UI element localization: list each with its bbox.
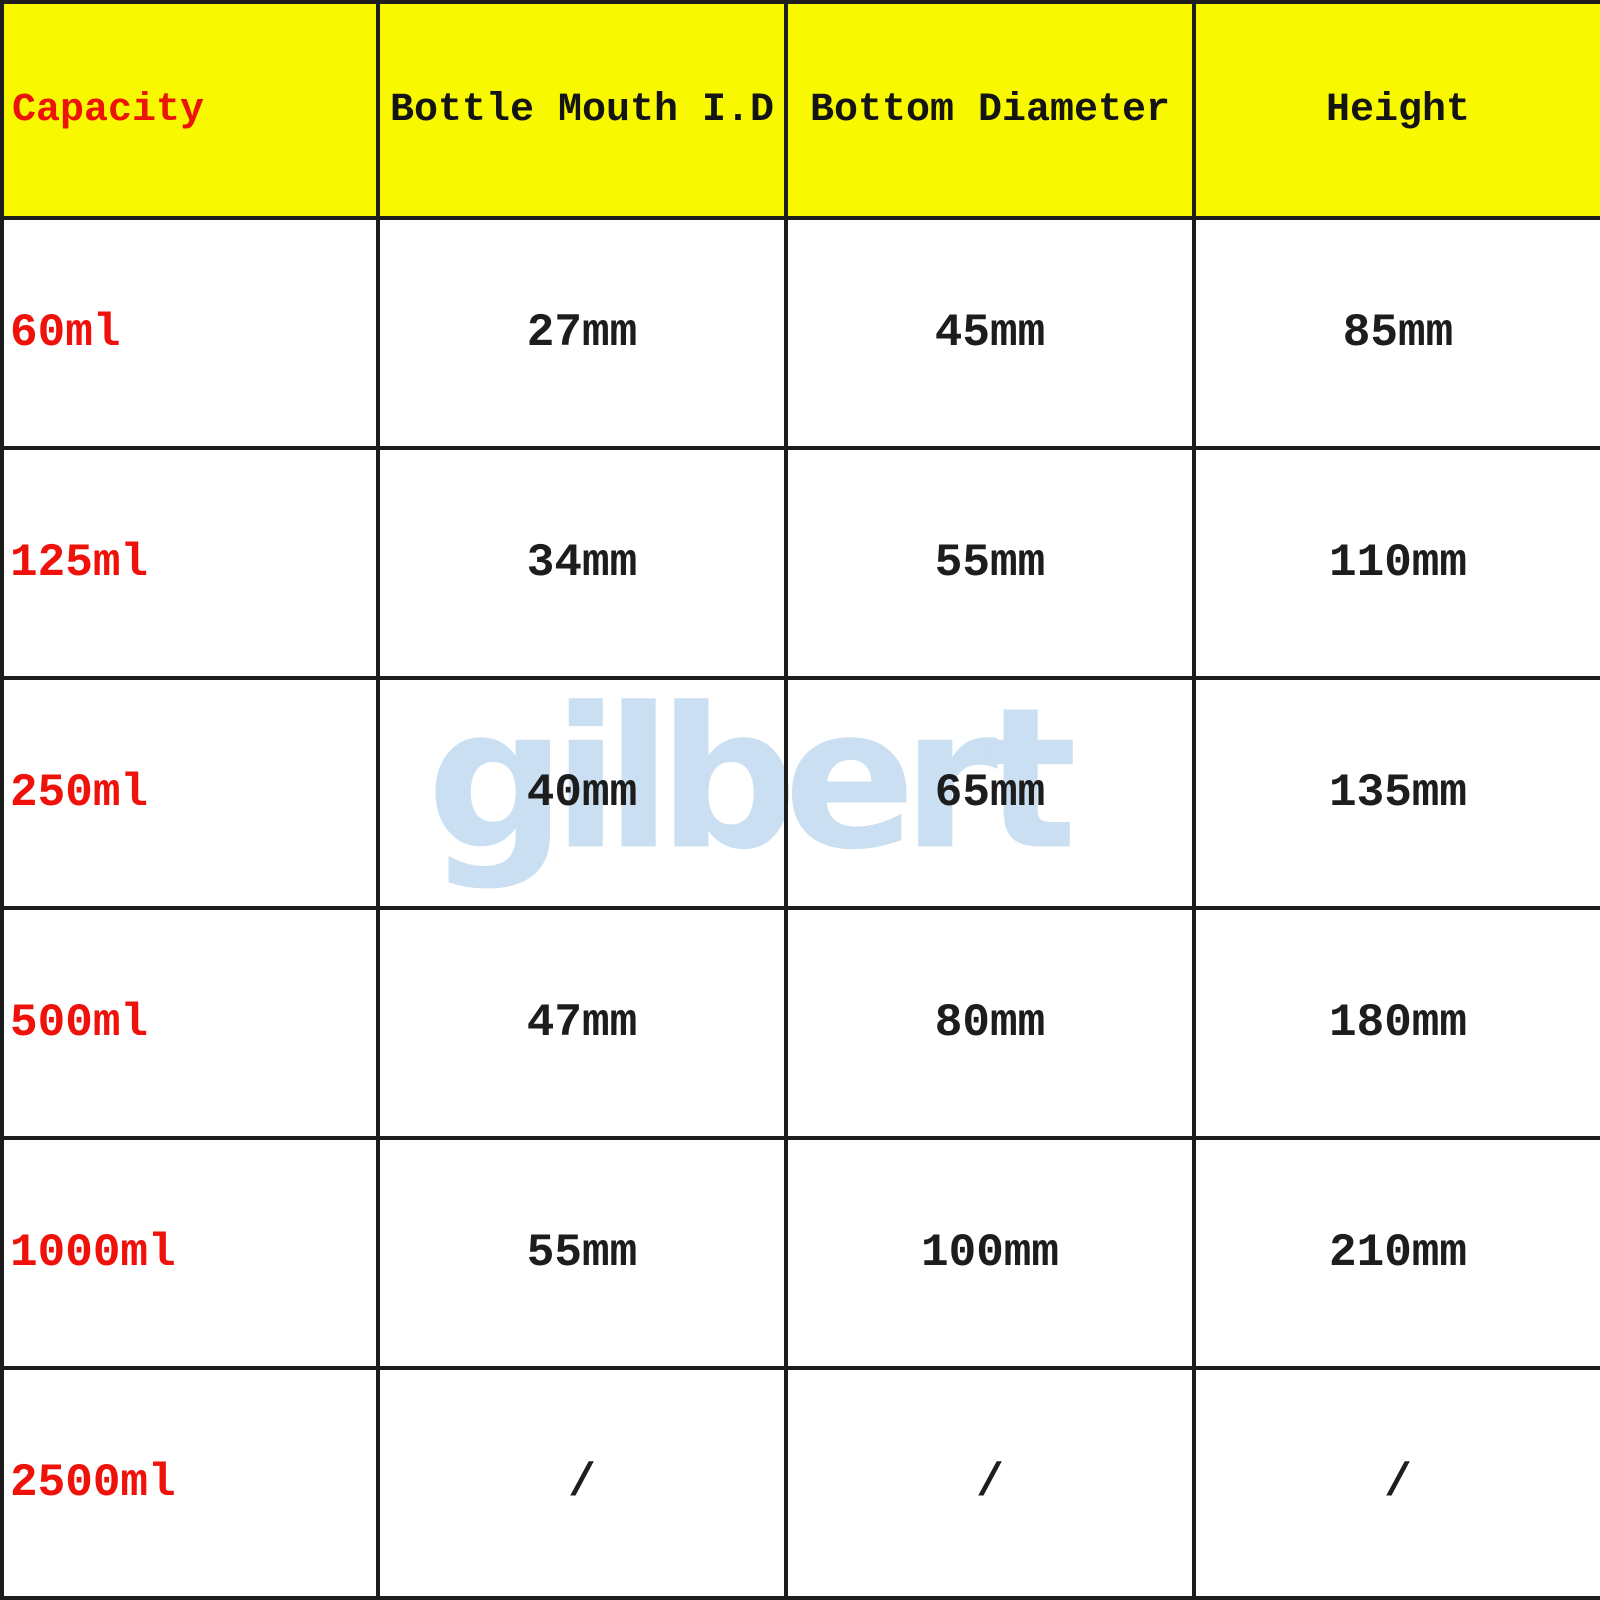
header-row: Capacity Bottle Mouth I.D Bottom Diamete… xyxy=(0,0,1600,220)
table-row: 125ml 34mm 55mm 110mm xyxy=(0,446,1600,680)
table-row: 250ml 40mm 65mm 135mm xyxy=(0,676,1600,910)
bottom-diameter-cell: 100mm xyxy=(784,1136,1196,1370)
table-row: 2500ml / / / xyxy=(0,1366,1600,1600)
bottom-diameter-cell: 65mm xyxy=(784,676,1196,910)
bottle-mouth-id-cell: 47mm xyxy=(376,906,788,1140)
height-cell: 135mm xyxy=(1192,676,1600,910)
height-cell: 180mm xyxy=(1192,906,1600,1140)
bottom-diameter-cell: / xyxy=(784,1366,1196,1600)
bottle-mouth-id-cell: / xyxy=(376,1366,788,1600)
height-cell: / xyxy=(1192,1366,1600,1600)
capacity-cell: 250ml xyxy=(0,676,380,910)
header-cell-capacity: Capacity xyxy=(0,0,380,220)
bottle-mouth-id-cell: 40mm xyxy=(376,676,788,910)
header-cell-bottle-mouth-id: Bottle Mouth I.D xyxy=(376,0,788,220)
table-row: 500ml 47mm 80mm 180mm xyxy=(0,906,1600,1140)
bottle-mouth-id-cell: 55mm xyxy=(376,1136,788,1370)
bottom-diameter-cell: 55mm xyxy=(784,446,1196,680)
height-cell: 210mm xyxy=(1192,1136,1600,1370)
bottom-diameter-cell: 80mm xyxy=(784,906,1196,1140)
header-cell-bottom-diameter: Bottom Diameter xyxy=(784,0,1196,220)
capacity-cell: 500ml xyxy=(0,906,380,1140)
bottle-mouth-id-cell: 34mm xyxy=(376,446,788,680)
capacity-cell: 1000ml xyxy=(0,1136,380,1370)
capacity-cell: 60ml xyxy=(0,216,380,450)
bottle-mouth-id-cell: 27mm xyxy=(376,216,788,450)
table-row: 60ml 27mm 45mm 85mm xyxy=(0,216,1600,450)
bottom-diameter-cell: 45mm xyxy=(784,216,1196,450)
capacity-cell: 125ml xyxy=(0,446,380,680)
table-row: 1000ml 55mm 100mm 210mm xyxy=(0,1136,1600,1370)
height-cell: 85mm xyxy=(1192,216,1600,450)
height-cell: 110mm xyxy=(1192,446,1600,680)
capacity-cell: 2500ml xyxy=(0,1366,380,1600)
header-cell-height: Height xyxy=(1192,0,1600,220)
